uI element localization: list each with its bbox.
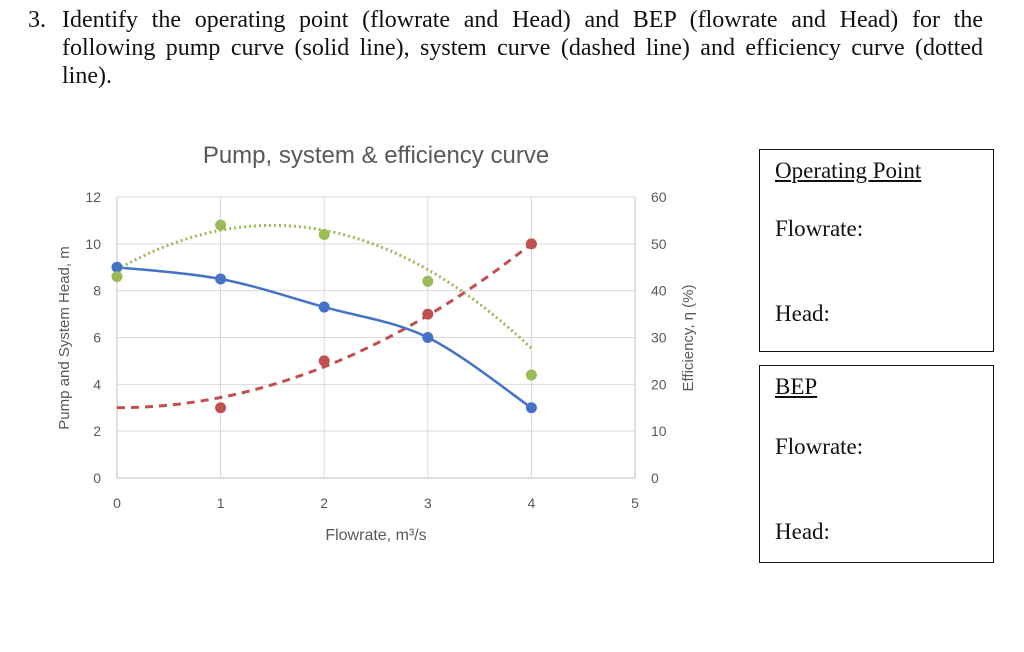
question-text: 3. Identify the operating point (flowrat… [28, 6, 983, 90]
y-tick-label: 12 [85, 189, 101, 205]
bep-box: BEP Flowrate: Head: [759, 365, 994, 563]
y-tick-label: 8 [93, 283, 101, 299]
operating-point-title: Operating Point [775, 158, 922, 183]
y-tick-label: 6 [93, 330, 101, 346]
dashed-curve [116, 242, 533, 410]
y2-tick-label: 60 [651, 189, 667, 205]
y2-tick-label: 50 [651, 236, 667, 252]
operating-point-box: Operating Point Flowrate: Head: [759, 149, 994, 352]
question-line-1: Identify the operating point (flowrate a… [62, 7, 983, 33]
question-line-3: line). [62, 63, 112, 89]
x-tick-label: 1 [217, 495, 225, 511]
y2-tick-label: 30 [651, 330, 667, 346]
dotted-series-marker [318, 228, 330, 240]
solid-series-marker [318, 301, 330, 313]
dashed-series-marker [318, 355, 330, 367]
x-tick-label: 0 [113, 495, 121, 511]
pump-system-efficiency-chart: Pump, system & efficiency curve Flowrate… [56, 142, 697, 544]
y-axis-label: Pump and System Head, m [56, 246, 73, 429]
bep-title: BEP [775, 374, 818, 399]
y-tick-label: 4 [93, 376, 101, 392]
dotted-series-marker [111, 271, 123, 283]
y2-tick-label: 10 [651, 423, 667, 439]
y2-tick-label: 40 [651, 283, 667, 299]
y-tick-label: 10 [85, 236, 101, 252]
solid-series-marker [422, 332, 434, 343]
x-tick-label: 5 [631, 495, 639, 511]
solid-series-marker [215, 273, 227, 285]
operating-flowrate-label: Flowrate: [775, 216, 864, 241]
operating-head-label: Head: [775, 301, 830, 326]
bep-flowrate-label: Flowrate: [775, 434, 864, 459]
dashed-series-marker [525, 238, 537, 250]
dotted-series-marker [422, 275, 434, 287]
x-tick-label: 2 [320, 495, 328, 511]
question-number: 3. [28, 7, 46, 33]
x-tick-label: 4 [528, 495, 536, 511]
chart-labels: Pump, system & efficiency curve Flowrate… [56, 142, 697, 544]
x-axis-label: Flowrate, m³/s [325, 527, 426, 544]
y-tick-label: 0 [93, 470, 101, 486]
dashed-series-marker [422, 308, 434, 320]
y2-tick-label: 0 [651, 470, 659, 486]
chart-title: Pump, system & efficiency curve [203, 142, 549, 169]
chart-grid [116, 196, 636, 479]
solid-series-marker [525, 402, 537, 414]
dashed-series-marker [215, 402, 227, 414]
y2-axis-label: Efficiency, η (%) [680, 285, 697, 392]
dotted-series-marker [215, 219, 227, 231]
y2-tick-label: 20 [651, 376, 667, 392]
question-line-2: following pump curve (solid line), syste… [62, 35, 983, 61]
x-tick-label: 3 [424, 495, 432, 511]
dotted-series-marker [525, 369, 537, 381]
solid-series-marker [111, 261, 123, 273]
chart-markers [111, 219, 537, 414]
y-tick-label: 2 [93, 423, 101, 439]
bep-head-label: Head: [775, 519, 830, 544]
